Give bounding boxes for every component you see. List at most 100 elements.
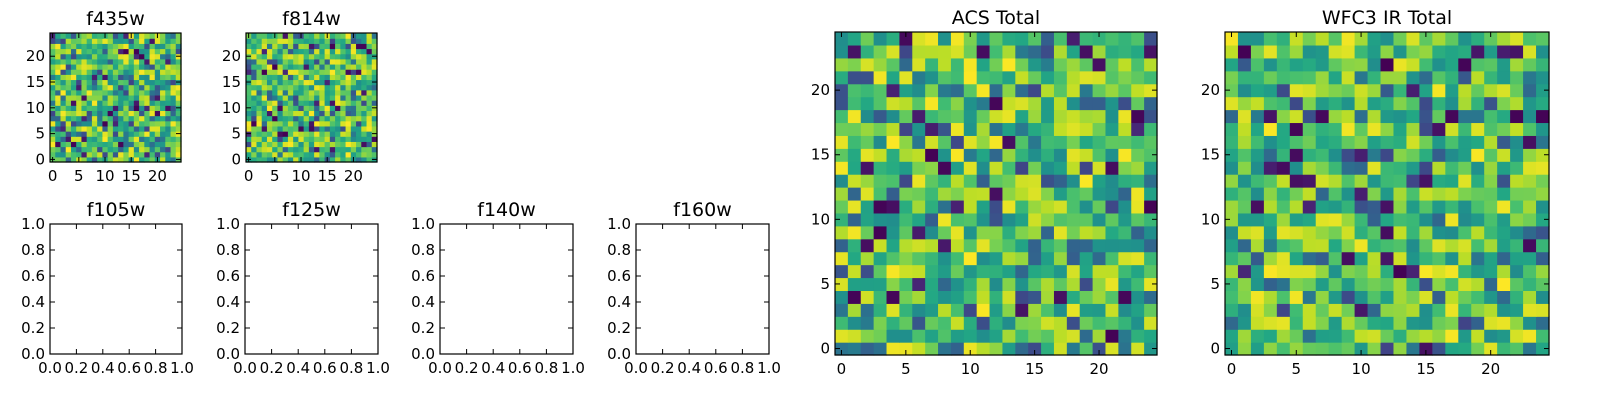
heatmap-cell — [912, 264, 926, 279]
heatmap-cell — [1354, 212, 1369, 227]
heatmap-cell — [1225, 174, 1239, 188]
heatmap-cell — [356, 125, 362, 132]
heatmap-cell — [1118, 303, 1132, 317]
heatmap-cell — [324, 89, 331, 96]
heatmap-cell — [1002, 44, 1016, 59]
heatmap-cell — [1328, 212, 1343, 227]
heatmap-cell — [361, 48, 368, 55]
heatmap-cell — [107, 43, 114, 50]
heatmap-cell — [266, 115, 273, 122]
heatmap-cell — [1367, 57, 1382, 72]
heatmap-cell — [91, 89, 98, 96]
heatmap-cell — [298, 151, 305, 158]
heatmap-cell — [139, 141, 145, 148]
heatmap-cell — [1302, 32, 1317, 46]
heatmap-cell — [97, 100, 103, 106]
heatmap-cell — [1315, 199, 1330, 214]
heatmap-cell — [139, 89, 145, 96]
heatmap-cell — [97, 131, 103, 137]
heatmap-cell — [1041, 277, 1055, 291]
heatmap-cell — [912, 44, 926, 59]
heatmap-cell — [1380, 264, 1395, 279]
heatmap-cell — [303, 58, 310, 65]
heatmap-cell — [1144, 96, 1158, 111]
heatmap-cell — [350, 43, 357, 50]
heatmap-cell — [1002, 174, 1016, 188]
heatmap-cell — [345, 58, 352, 65]
heatmap-cell — [107, 100, 114, 106]
heatmap-cell — [50, 115, 56, 122]
heatmap-cell — [133, 131, 140, 137]
heatmap-cell — [835, 32, 849, 46]
heatmap-cell — [118, 58, 124, 65]
heatmap-cell — [65, 156, 72, 163]
heatmap-cell — [1341, 212, 1356, 227]
heatmap-cell — [160, 151, 166, 158]
heatmap-cell — [1079, 225, 1094, 240]
heatmap-cell — [60, 63, 67, 70]
heatmap-cell — [170, 53, 177, 60]
heatmap-cell — [1445, 238, 1459, 253]
heatmap-cell — [847, 32, 862, 46]
heatmap-cell — [1079, 161, 1094, 175]
heatmap-cell — [1419, 161, 1433, 175]
heatmap-cell — [1237, 148, 1252, 162]
heatmap-cell — [128, 136, 135, 142]
heatmap-cell — [1289, 32, 1304, 46]
heatmap-cell — [298, 105, 305, 111]
heatmap-cell — [1497, 70, 1511, 85]
heatmap-cell — [1263, 96, 1278, 111]
heatmap-cell — [324, 100, 331, 106]
heatmap-cell — [899, 303, 913, 317]
heatmap-cell — [81, 100, 88, 106]
heatmap-cell — [91, 156, 98, 163]
heatmap-cell — [324, 63, 331, 70]
y-tick-label: 0.6 — [607, 267, 631, 285]
heatmap-cell — [1002, 316, 1016, 330]
heatmap-cell — [1118, 109, 1132, 124]
heatmap-cell — [324, 115, 331, 122]
heatmap-cell — [165, 38, 172, 44]
heatmap-cell — [950, 225, 965, 240]
heatmap-cell — [361, 141, 368, 148]
heatmap-cell — [1225, 199, 1239, 214]
heatmap-cell — [1131, 342, 1145, 356]
x-tick-label: 0.2 — [455, 359, 479, 377]
heatmap-cell — [50, 120, 56, 127]
heatmap-cell — [314, 110, 320, 117]
heatmap-cell — [1302, 70, 1317, 85]
heatmap-cell — [1144, 199, 1158, 214]
heatmap-cell — [361, 38, 368, 44]
heatmap-cell — [1471, 57, 1485, 72]
heatmap-cell — [102, 63, 109, 70]
heatmap-cell — [246, 69, 252, 75]
heatmap-cell — [133, 110, 140, 117]
heatmap-cell — [107, 63, 114, 70]
heatmap-cell — [86, 125, 93, 132]
heatmap-cell — [1432, 70, 1446, 85]
heatmap-cell — [1225, 225, 1239, 240]
heatmap-cell — [272, 136, 279, 142]
heatmap-cell — [123, 53, 130, 60]
heatmap-cell — [55, 156, 62, 163]
heatmap-cell — [81, 79, 88, 86]
panel-title: f160w — [673, 199, 732, 221]
heatmap-cell — [123, 69, 130, 75]
heatmap-cell — [86, 94, 93, 101]
heatmap-cell — [976, 303, 991, 317]
heatmap-cell — [1354, 161, 1369, 175]
heatmap-cell — [1510, 83, 1524, 98]
heatmap-cell — [86, 43, 93, 50]
heatmap-cell — [1028, 70, 1042, 85]
heatmap-cell — [1276, 135, 1291, 149]
heatmap-cell — [1497, 187, 1511, 201]
heatmap-cell — [371, 141, 378, 148]
heatmap-cell — [118, 156, 124, 163]
heatmap-cell — [1523, 161, 1537, 175]
heatmap-cell — [282, 115, 289, 122]
heatmap-cell — [55, 38, 62, 44]
heatmap-cell — [1458, 57, 1472, 72]
heatmap-cell — [938, 83, 952, 98]
heatmap-cell — [1497, 264, 1511, 279]
heatmap-cell — [335, 136, 341, 142]
